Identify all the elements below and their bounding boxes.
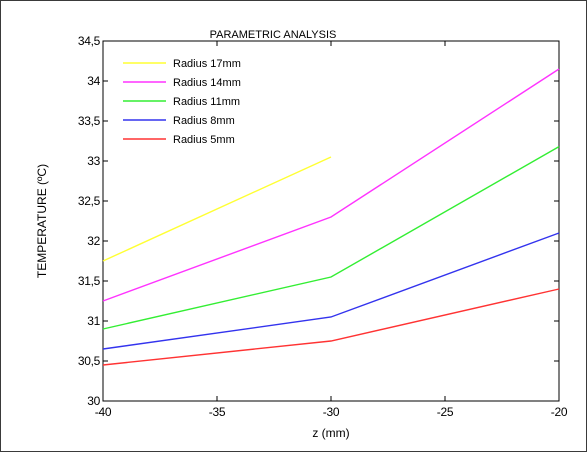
legend-label-4: Radius 5mm — [173, 134, 235, 146]
legend-label-3: Radius 8mm — [173, 115, 235, 127]
y-tick-label: 34 — [87, 74, 100, 88]
y-tick-label: 32,5 — [78, 194, 101, 208]
y-tick-label: 34,5 — [78, 34, 101, 48]
legend-label-1: Radius 14mm — [173, 77, 241, 89]
series-line-2 — [102, 145, 560, 330]
x-axis-label: z (mm) — [312, 426, 349, 440]
series-line-1 — [102, 68, 560, 302]
x-tick-label: -35 — [209, 405, 226, 419]
y-tick-label: 30 — [87, 394, 100, 408]
y-tick-label: 31,5 — [78, 274, 101, 288]
series-line-3 — [102, 232, 560, 350]
y-tick-label: 33 — [87, 154, 100, 168]
y-tick-label: 31 — [87, 314, 100, 328]
x-tick-label: -25 — [437, 405, 454, 419]
legend-label-2: Radius 11mm — [173, 96, 240, 108]
legend-label-0: Radius 17mm — [173, 58, 241, 70]
x-tick-label: -40 — [95, 405, 112, 419]
x-tick-label: -20 — [551, 405, 568, 419]
plot-area — [102, 40, 560, 402]
y-axis-label: TEMPERATURE (ºC) — [35, 164, 49, 278]
x-tick-label: -30 — [323, 405, 340, 419]
y-tick-label: 32 — [87, 234, 100, 248]
series-line-0 — [102, 156, 332, 262]
legend: Radius 17mm Radius 14mm Radius 11mm Radius … — [123, 58, 241, 146]
series-line-4 — [102, 288, 560, 366]
y-tick-label: 30,5 — [78, 354, 101, 368]
tick-layer: -40 -35 -30 -25 -20 30 30,5 31 31,5 32 32,5 33 33,5 3… — [78, 34, 568, 419]
chart-title: PARAMETRIC ANALYSIS — [210, 29, 337, 41]
y-tick-label: 33,5 — [78, 114, 101, 128]
series-layer — [102, 68, 560, 366]
